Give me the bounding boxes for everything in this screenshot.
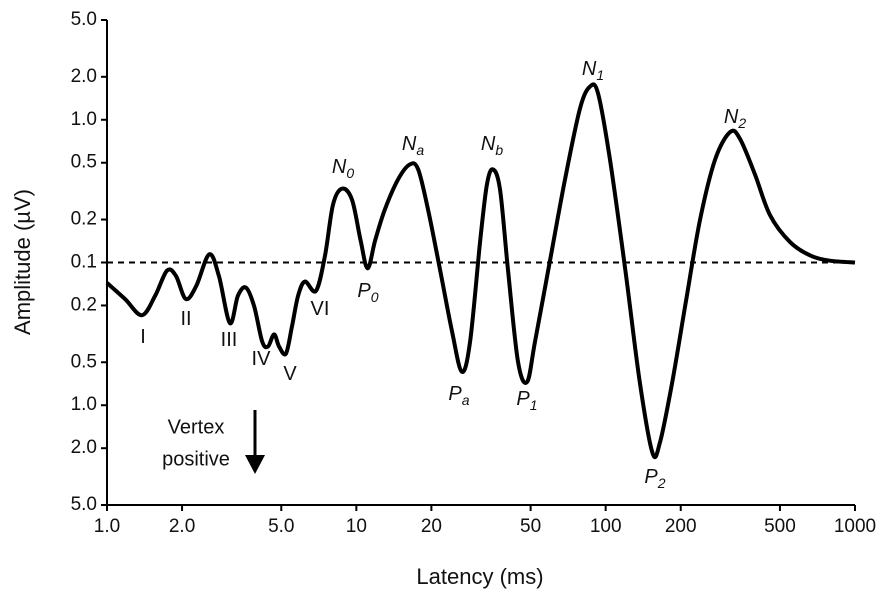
x-tick-label: 100 (590, 516, 622, 537)
y-tick-label: 0.5 (71, 152, 97, 173)
y-axis-title: Amplitude (µV) (10, 189, 35, 335)
x-tick-label: 200 (665, 516, 697, 537)
x-tick-label: 500 (764, 516, 796, 537)
y-tick-label: 1.0 (71, 109, 97, 130)
wave-label: V (283, 363, 297, 385)
y-tick-label: 0.2 (71, 294, 97, 315)
wave-label-sub: 0 (371, 289, 379, 305)
y-tick-label: 0.1 (71, 252, 97, 273)
y-tick-label: 1.0 (71, 394, 97, 415)
wave-label-sub: 1 (596, 67, 604, 83)
wave-label-main: N (724, 106, 739, 128)
x-tick-label: 50 (520, 516, 541, 537)
x-tick-label: 2.0 (169, 516, 195, 537)
y-tick-label: 2.0 (71, 66, 97, 87)
wave-label: N0 (332, 156, 354, 180)
x-tick-label: 1.0 (94, 516, 120, 537)
wave-label-main: II (180, 308, 191, 330)
wave-label-main: IV (252, 348, 272, 370)
wave-label-main: N (332, 156, 347, 178)
x-tick-label: 5.0 (268, 516, 294, 537)
wave-label-main: N (481, 133, 496, 155)
wave-label: VI (311, 298, 330, 320)
wave-label-sub: 1 (530, 397, 538, 413)
wave-label: Pa (448, 383, 469, 407)
wave-label: P0 (357, 280, 378, 304)
wave-label-main: III (221, 329, 238, 351)
wave-label-main: P (357, 280, 371, 302)
y-tick-label: 0.5 (71, 351, 97, 372)
x-tick-label: 20 (421, 516, 442, 537)
wave-label-main: P (644, 466, 658, 488)
wave-label-sub: a (462, 392, 470, 408)
wave-label: P1 (516, 388, 537, 412)
arrow-head (245, 455, 265, 474)
wave-label: N1 (582, 58, 604, 82)
waveform (105, 82, 856, 460)
wave-label: III (221, 329, 238, 351)
wave-label-main: N (402, 133, 417, 155)
wave-label: Na (402, 133, 424, 157)
wave-label: N2 (724, 106, 746, 130)
x-axis-title: Latency (ms) (416, 564, 543, 589)
wave-label-sub: 2 (657, 475, 666, 491)
wave-label: Nb (481, 133, 503, 157)
note: Vertex (168, 416, 225, 438)
wave-label-sub: 0 (346, 165, 354, 181)
wave-label-main: P (448, 383, 462, 405)
wave-label-main: P (516, 388, 530, 410)
wave-label-main: V (283, 363, 297, 385)
wave-label: I (140, 326, 146, 348)
wave-label-sub: 2 (737, 115, 746, 131)
wave-label-main: VI (311, 298, 330, 320)
wave-label-sub: b (495, 142, 503, 158)
y-tick-label: 5.0 (71, 9, 97, 30)
wave-label-main: I (140, 326, 146, 348)
wave-label: II (180, 308, 191, 330)
note: positive (162, 448, 230, 470)
y-tick-label: 2.0 (71, 437, 97, 458)
x-tick-label: 10 (346, 516, 367, 537)
y-tick-label: 0.2 (71, 209, 97, 230)
x-tick-label: 1000 (834, 516, 876, 537)
wave-label: IV (252, 348, 272, 370)
wave-label: P2 (644, 466, 665, 490)
y-tick-label: 5.0 (71, 494, 97, 515)
wave-label-sub: a (416, 142, 424, 158)
wave-label-main: N (582, 58, 597, 80)
